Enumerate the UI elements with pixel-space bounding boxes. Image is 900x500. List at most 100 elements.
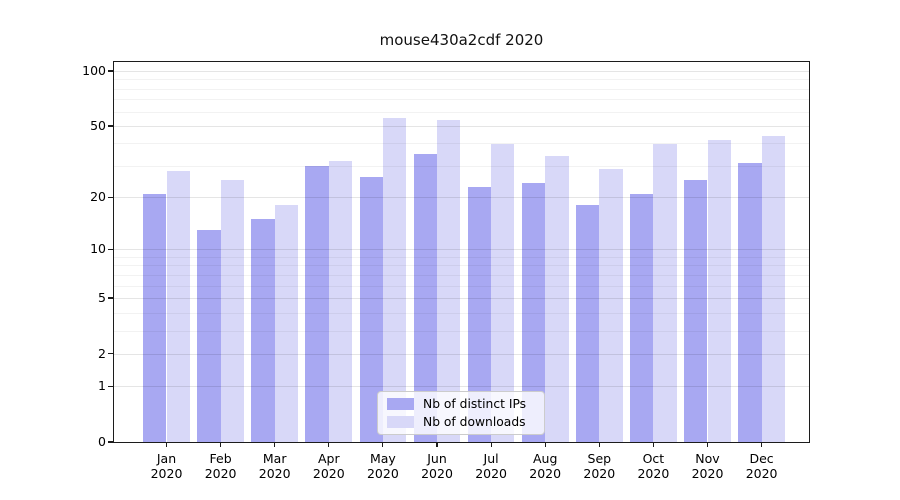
x-tick-month: Mar [262,451,287,466]
x-tick-month: Apr [317,451,340,466]
x-tick [490,442,492,447]
bar-nb-of-distinct-ips-jan [143,193,167,442]
x-tick-label: Jan 2020 [135,451,199,481]
x-tick [382,442,384,447]
y-tick-label: 50 [90,117,106,133]
bar-nb-of-downloads-jan [166,171,190,442]
legend-label-downloads: Nb of downloads [423,415,526,429]
x-tick-label: Dec 2020 [730,451,794,481]
x-tick-month: Oct [642,451,665,466]
x-tick [328,442,330,447]
bar-nb-of-distinct-ips-dec [738,163,762,442]
x-tick [598,442,600,447]
x-tick-month: Feb [209,451,232,466]
bar-nb-of-downloads-may [382,118,407,442]
y-tick [108,297,113,299]
y-tick [108,70,113,72]
bar-nb-of-downloads-mar [274,205,299,442]
x-tick-label: Nov 2020 [676,451,740,481]
x-tick-year: 2020 [475,466,507,481]
plot-area: Nb of distinct IPs Nb of downloads 0 1 2 5 1… [82,61,810,481]
y-tick [108,196,113,198]
bar-nb-of-downloads-feb [220,180,244,442]
legend-item-downloads: Nb of downloads [387,415,535,429]
legend-item-distinct-ips: Nb of distinct IPs [387,397,535,411]
legend-swatch-distinct-ips [387,398,414,410]
bar-nb-of-distinct-ips-jun [413,153,437,442]
x-tick-month: Nov [695,451,720,466]
x-tick-year: 2020 [150,466,183,481]
bar-nb-of-distinct-ips-aug [521,183,546,442]
minor-gridline [114,165,809,167]
y-tick [108,248,113,250]
legend-label-distinct-ips: Nb of distinct IPs [423,397,527,411]
x-tick-month: Aug [532,451,558,466]
y-tick [108,125,113,127]
x-tick-year: 2020 [258,466,291,481]
bar-nb-of-downloads-apr [328,160,353,442]
legend-swatch-downloads [387,416,414,428]
bar-nb-of-distinct-ips-oct [630,193,654,442]
x-tick [652,442,654,447]
y-tick-label: 10 [90,241,106,257]
x-tick-year: 2020 [312,466,345,481]
y-tick-label: 100 [82,63,106,79]
x-tick [274,442,276,447]
x-tick-label: Jun 2020 [405,451,469,481]
x-tick-year: 2020 [583,466,616,481]
major-gridline [114,125,809,127]
minor-gridline [114,111,809,113]
x-tick-label: Sep 2020 [567,451,631,481]
x-tick-month: Sep [587,451,612,466]
bar-nb-of-downloads-nov [707,139,731,442]
legend: Nb of distinct IPs Nb of downloads [377,391,545,435]
y-tick-label: 5 [98,289,106,305]
bar-nb-of-distinct-ips-jul [467,186,492,442]
x-tick-label: Aug 2020 [513,451,577,481]
x-tick [436,442,438,447]
x-tick-year: 2020 [204,466,237,481]
bar-nb-of-downloads-dec [761,136,785,442]
x-tick-label: Apr 2020 [297,451,361,481]
x-tick-label: Feb 2020 [189,451,253,481]
bar-nb-of-downloads-jun [437,119,461,442]
y-tick [108,385,113,387]
y-tick [108,441,113,443]
y-tick [108,353,113,355]
y-tick-label: 0 [98,434,106,449]
x-tick-month: Jun [427,451,447,466]
bar-nb-of-distinct-ips-nov [684,180,708,442]
x-tick [220,442,222,447]
x-tick-year: 2020 [637,466,670,481]
y-tick-label: 20 [90,189,106,205]
bar-nb-of-distinct-ips-sep [575,205,600,442]
x-tick-year: 2020 [745,466,778,481]
x-tick-year: 2020 [529,466,562,481]
x-tick [165,442,168,447]
x-tick-month: Dec [749,451,774,466]
x-tick [544,442,546,447]
bar-nb-of-downloads-oct [653,143,677,442]
x-tick-month: Jul [483,451,499,466]
bar-nb-of-downloads-aug [545,156,569,442]
x-tick-month: Jan [156,451,177,466]
chart-title: mouse430a2cdf 2020 [379,31,544,49]
x-tick-year: 2020 [691,466,724,481]
bar-nb-of-downloads-sep [599,168,623,442]
x-tick-year: 2020 [366,466,399,481]
minor-gridline [114,99,809,101]
y-tick-label: 1 [98,378,106,394]
x-tick-label: Oct 2020 [621,451,685,481]
x-tick [761,442,763,447]
bar-nb-of-distinct-ips-apr [305,165,329,442]
major-gridline [114,71,809,73]
x-tick-month: May [369,451,396,466]
x-tick-label: Mar 2020 [243,451,307,481]
x-tick-label: May 2020 [351,451,415,481]
x-tick [706,442,709,447]
minor-gridline [114,79,809,81]
bar-nb-of-distinct-ips-feb [197,229,221,442]
bar-nb-of-distinct-ips-may [359,177,383,442]
y-tick-label: 2 [98,345,106,361]
